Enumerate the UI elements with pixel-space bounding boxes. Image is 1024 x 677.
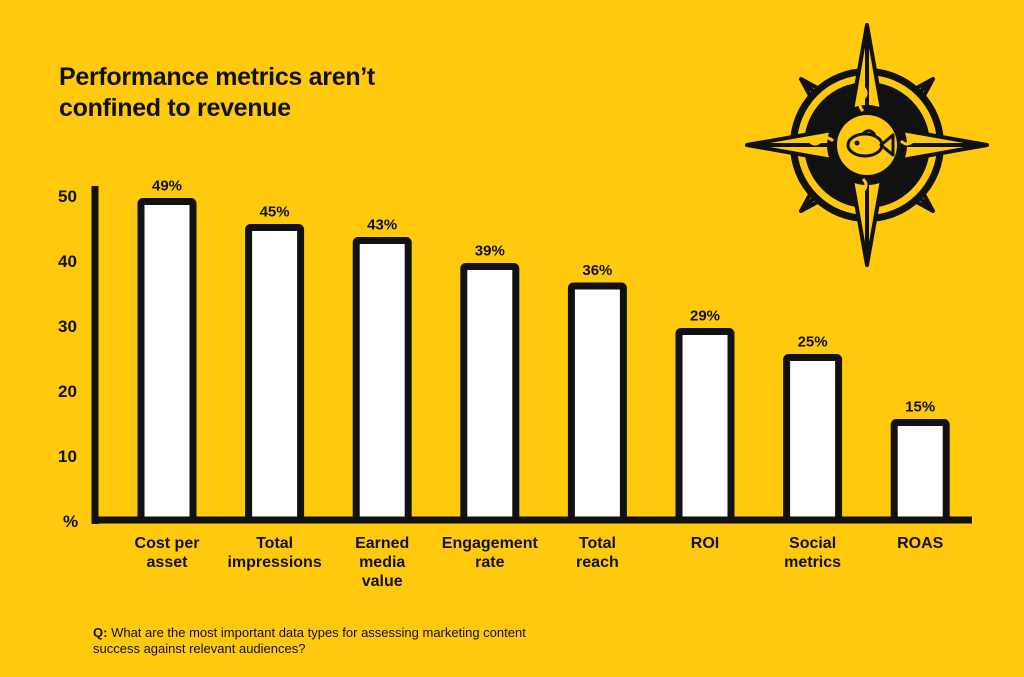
data-label: 36%: [582, 262, 612, 279]
x-tick-label-line: Cost per: [135, 535, 200, 552]
x-tick-label-line: asset: [147, 554, 189, 571]
y-tick-label: 10: [58, 447, 77, 466]
question-text: What are the most important data types f…: [93, 625, 526, 656]
data-label: 29%: [690, 308, 720, 325]
data-label: 45%: [260, 204, 290, 221]
bar: [352, 237, 412, 524]
chart-title-line-1: Performance metrics aren’t: [59, 63, 375, 91]
x-tick-label: Social metrics: [784, 535, 841, 571]
survey-question: Q: What are the most important data type…: [93, 625, 533, 657]
bar: [783, 354, 843, 524]
compass-rose-fish-icon: [745, 23, 989, 267]
y-tick-label: 40: [58, 252, 77, 271]
data-label: 49%: [152, 178, 182, 195]
y-axis-unit-label: %: [63, 512, 78, 531]
data-label: 25%: [798, 334, 828, 351]
x-tick-label-line: metrics: [784, 554, 841, 571]
x-tick-label: Total impressions: [227, 535, 321, 571]
chart-title-line-2: confined to revenue: [59, 94, 291, 122]
x-tick-label-line: ROAS: [897, 535, 944, 552]
bar: [245, 224, 305, 524]
x-tick-label-line: Total: [256, 535, 293, 552]
bar: [137, 198, 197, 524]
x-tick-label-line: Engagement: [442, 535, 539, 552]
bar: [460, 263, 520, 524]
data-label: 15%: [905, 399, 935, 416]
x-tick-label-line: Social: [789, 535, 836, 552]
x-tick-label: ROAS: [897, 535, 944, 552]
x-tick-label-line: reach: [576, 554, 619, 571]
x-tick-label-line: Earned: [355, 535, 409, 552]
x-tick-label: Total reach: [576, 535, 619, 571]
x-tick-label-line: impressions: [227, 554, 321, 571]
question-label: Q:: [93, 625, 108, 640]
x-tick-label-line: ROI: [691, 535, 719, 552]
x-tick-label: Cost per asset: [135, 535, 200, 571]
bar: [890, 419, 950, 524]
data-label: 39%: [475, 243, 505, 260]
bar: [675, 328, 735, 524]
x-tick-label: Engagement rate: [442, 535, 539, 571]
x-tick-label: ROI: [691, 535, 719, 552]
chart-title: Performance metrics aren’t confined to r…: [59, 62, 375, 124]
x-tick-label-line: value: [362, 573, 403, 590]
bar: [567, 282, 627, 524]
x-tick-label-line: rate: [475, 554, 504, 571]
x-tick-label: Earned media value: [355, 535, 409, 590]
y-tick-label: 20: [58, 382, 77, 401]
y-tick-label: 50: [58, 187, 77, 206]
x-tick-label-line: Total: [579, 535, 616, 552]
y-tick-label: 30: [58, 317, 77, 336]
x-tick-label-line: media: [359, 554, 405, 571]
data-label: 43%: [367, 217, 397, 234]
